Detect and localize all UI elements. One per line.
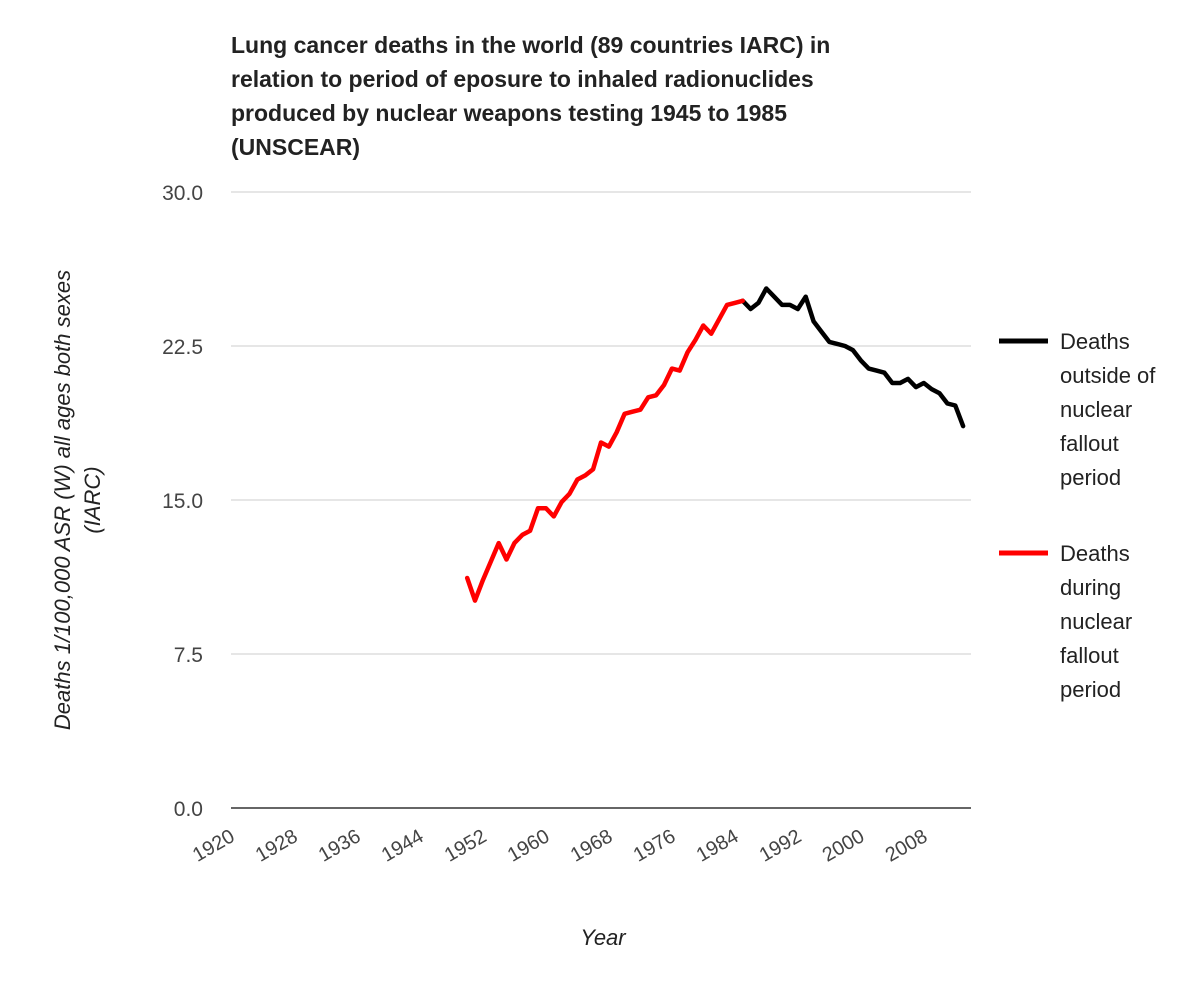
x-tick-label: 1968: [567, 825, 617, 866]
legend-label: Deaths during nuclear fallout period: [1060, 541, 1132, 702]
legend-label: Deaths outside of nuclear fallout period: [1060, 329, 1156, 490]
x-tick-label: 1960: [504, 825, 554, 866]
x-tick-label: 1992: [756, 825, 806, 866]
series-line-outside-fallout: [740, 286, 966, 429]
grid-lines: [231, 191, 971, 655]
y-tick-label: 30.0: [162, 182, 203, 205]
legend-item: Deaths during nuclear fallout period: [999, 541, 1132, 702]
x-tick-label: 1976: [630, 825, 680, 866]
y-tick-label: 22.5: [162, 336, 203, 359]
y-axis-tick-labels: 0.0 7.5 15.0 22.5 30.0: [162, 182, 203, 821]
x-axis-title: Year: [580, 925, 627, 950]
x-tick-label: 1928: [252, 825, 302, 866]
series-lines: [464, 286, 966, 603]
y-axis-title: Deaths 1/100,000 ASR (W) all ages both s…: [50, 270, 105, 730]
x-tick-label: 1936: [315, 825, 365, 866]
x-tick-label: 2008: [882, 825, 932, 866]
legend: Deaths outside of nuclear fallout period Deat…: [999, 329, 1156, 702]
x-tick-label: 1952: [441, 825, 491, 866]
series-line-during-fallout: [464, 298, 745, 603]
legend-item: Deaths outside of nuclear fallout period: [999, 329, 1156, 490]
y-tick-label: 0.0: [174, 798, 203, 821]
x-tick-label: 1984: [693, 825, 743, 866]
x-tick-label: 2000: [819, 825, 869, 866]
x-tick-label: 1920: [189, 825, 239, 866]
y-tick-label: 15.0: [162, 490, 203, 513]
x-tick-label: 1944: [378, 825, 428, 866]
y-tick-label: 7.5: [174, 644, 203, 667]
chart-title: Lung cancer deaths in the world (89 coun…: [231, 32, 831, 160]
x-axis-tick-labels: 1920 1928 1936 1944 1952 1960 1968 1976 1984 1992…: [189, 825, 931, 866]
